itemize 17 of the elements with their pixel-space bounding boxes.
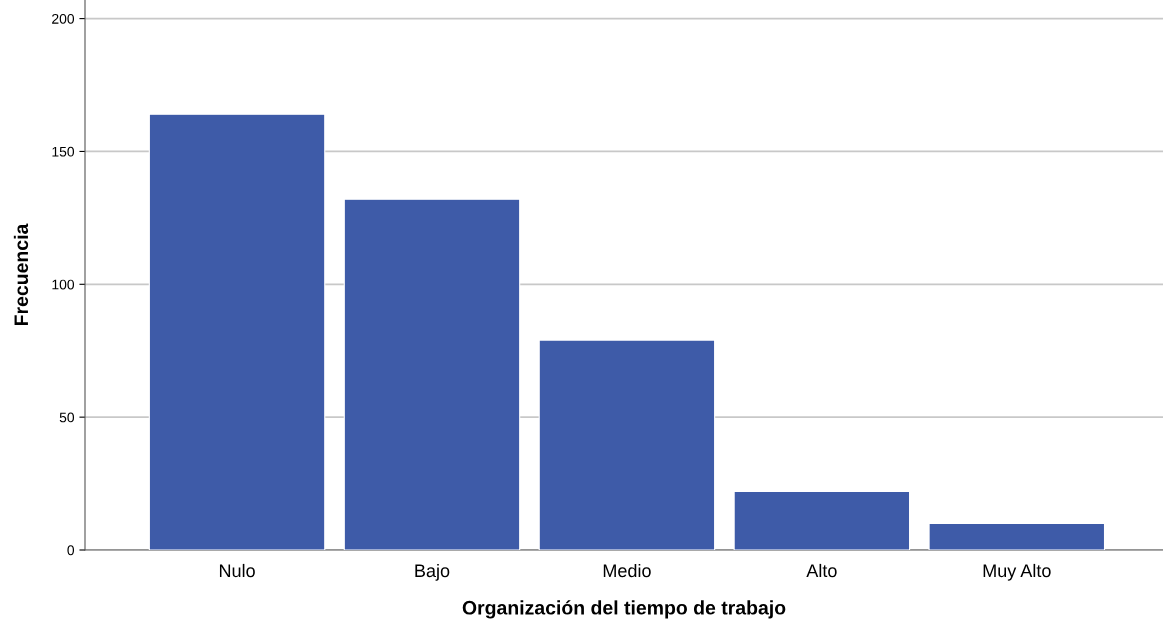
bar	[148, 113, 326, 550]
y-tick-label: 150	[52, 146, 75, 157]
x-tick-label: Nulo	[219, 563, 255, 578]
x-tick-label: Bajo	[415, 563, 450, 581]
y-axis-title: Frecuencia	[13, 223, 29, 326]
bar	[343, 198, 521, 550]
y-tick-label: 50	[59, 412, 75, 423]
y-tick-label: 200	[52, 13, 75, 24]
x-axis-title: Organización del tiempo de trabajo	[462, 600, 786, 619]
y-tick-label: 0	[67, 545, 75, 556]
bar	[733, 490, 911, 550]
bar	[538, 339, 716, 550]
bar	[928, 522, 1106, 550]
y-tick-label: 100	[52, 279, 75, 290]
x-tick-label: Medio	[603, 563, 651, 578]
x-tick-label: Alto	[806, 563, 837, 578]
x-tick-label: Muy Alto	[983, 563, 1051, 581]
